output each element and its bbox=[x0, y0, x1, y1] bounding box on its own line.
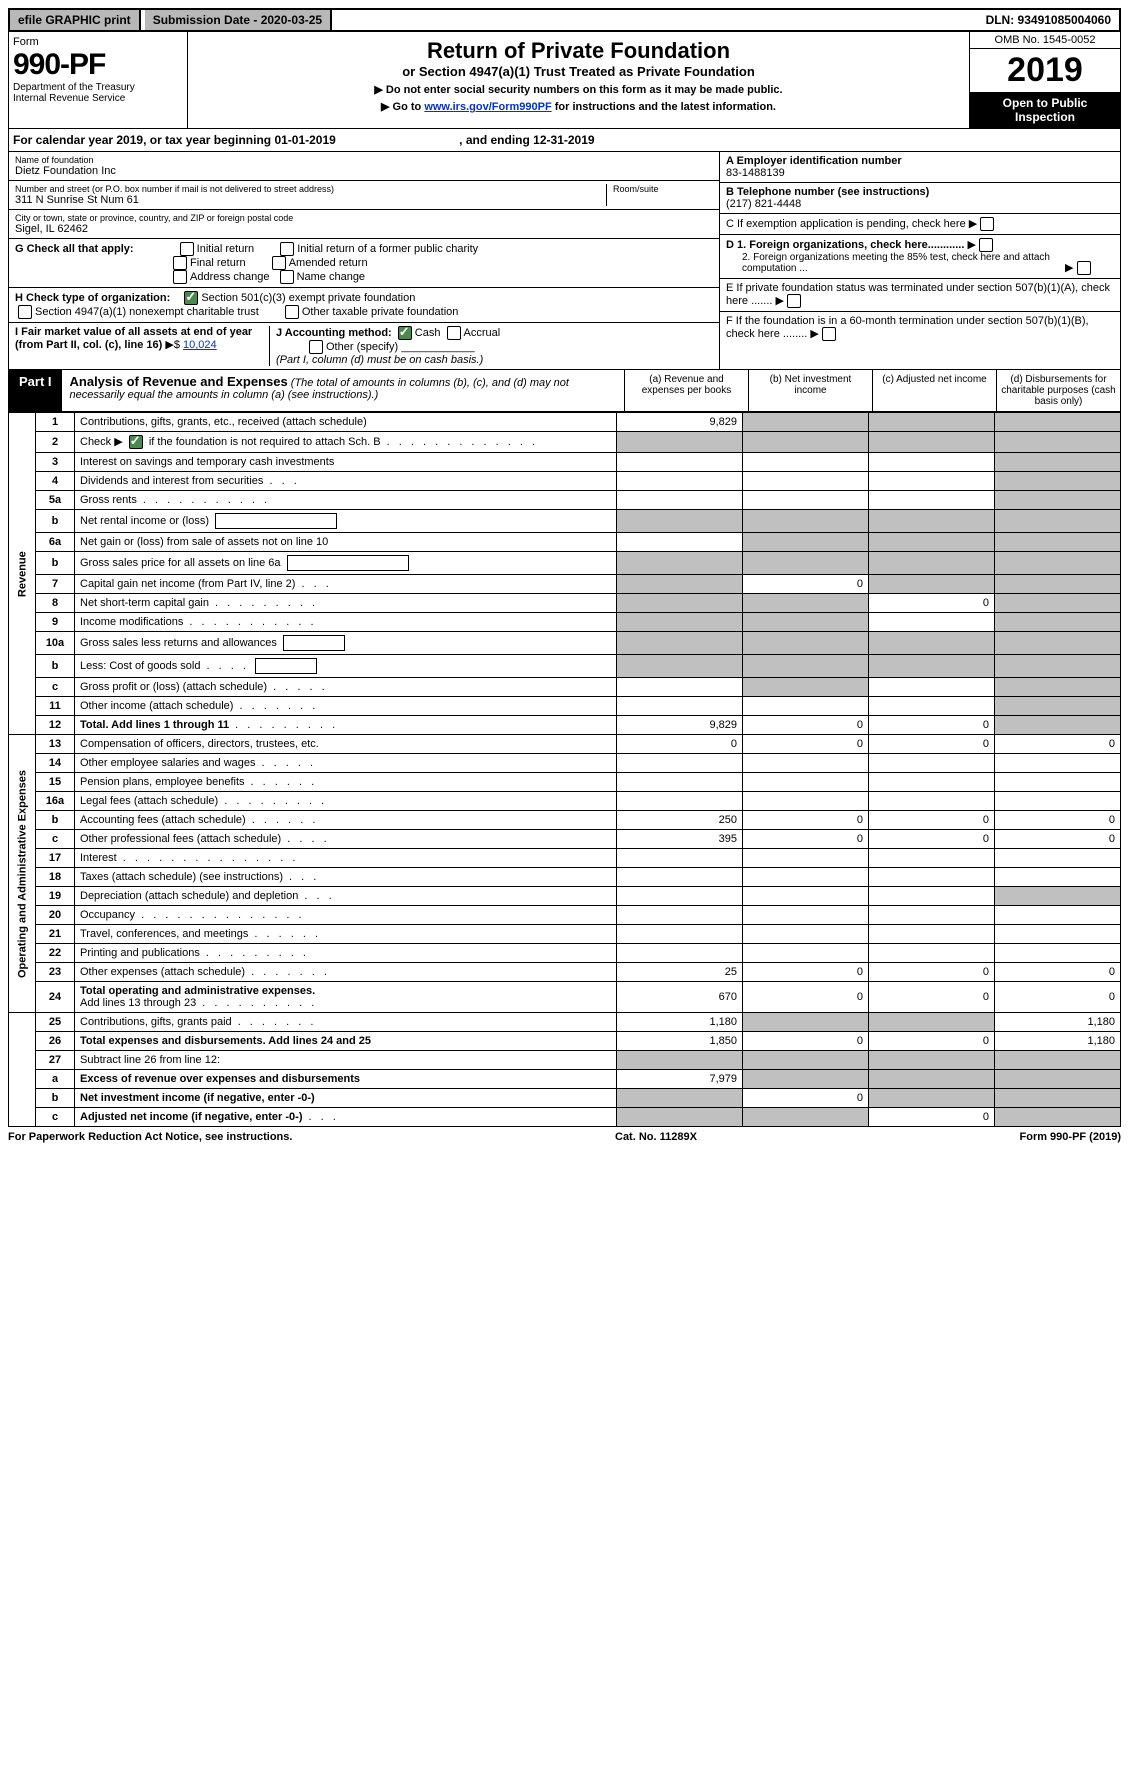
ck-amended[interactable] bbox=[272, 256, 286, 270]
form-title: Return of Private Foundation bbox=[194, 38, 963, 64]
ck-4947[interactable] bbox=[18, 305, 32, 319]
ck-initial[interactable] bbox=[180, 242, 194, 256]
ck-cash[interactable] bbox=[398, 326, 412, 340]
irs-link[interactable]: www.irs.gov/Form990PF bbox=[424, 101, 551, 113]
dln: DLN: 93491085004060 bbox=[978, 10, 1119, 30]
ck-c[interactable] bbox=[980, 217, 994, 231]
addr-label: Number and street (or P.O. box number if… bbox=[15, 184, 606, 194]
efile-print-btn[interactable]: efile GRAPHIC print bbox=[10, 10, 141, 30]
ck-address[interactable] bbox=[173, 270, 187, 284]
department: Department of the Treasury Internal Reve… bbox=[13, 82, 183, 104]
page-footer: For Paperwork Reduction Act Notice, see … bbox=[8, 1127, 1121, 1147]
section-ij: I Fair market value of all assets at end… bbox=[9, 323, 719, 369]
submission-date: Submission Date - 2020-03-25 bbox=[145, 10, 332, 30]
note-link: ▶ Go to www.irs.gov/Form990PF for instru… bbox=[194, 100, 963, 113]
part1-title: Analysis of Revenue and Expenses bbox=[70, 374, 288, 389]
form-ref: Form 990-PF (2019) bbox=[1020, 1131, 1121, 1143]
section-f: F If the foundation is in a 60-month ter… bbox=[720, 312, 1120, 344]
foundation-name: Dietz Foundation Inc bbox=[15, 165, 713, 177]
ck-d1[interactable] bbox=[979, 238, 993, 252]
city-label: City or town, state or province, country… bbox=[15, 213, 713, 223]
section-h: H Check type of organization: Section 50… bbox=[9, 288, 719, 323]
catalog-no: Cat. No. 11289X bbox=[615, 1131, 697, 1143]
part1-tab: Part I bbox=[9, 370, 62, 411]
form-number: 990-PF bbox=[13, 48, 183, 82]
col-b-hdr: (b) Net investment income bbox=[748, 370, 872, 411]
tel-label: B Telephone number (see instructions) bbox=[726, 186, 929, 198]
ck-f[interactable] bbox=[822, 327, 836, 341]
tel-value: (217) 821-4448 bbox=[726, 198, 801, 210]
room-label: Room/suite bbox=[613, 184, 713, 194]
section-c: C If exemption application is pending, c… bbox=[720, 214, 1120, 235]
part1-header: Part I Analysis of Revenue and Expenses … bbox=[8, 370, 1121, 412]
ck-other-method[interactable] bbox=[309, 340, 323, 354]
ck-e[interactable] bbox=[787, 294, 801, 308]
form-label: Form bbox=[13, 36, 183, 48]
calendar-year-row: For calendar year 2019, or tax year begi… bbox=[8, 129, 1121, 152]
ein-value: 83-1488139 bbox=[726, 167, 785, 179]
ck-schb[interactable] bbox=[129, 435, 143, 449]
tax-year: 2019 bbox=[970, 49, 1120, 92]
entity-info: Name of foundation Dietz Foundation Inc … bbox=[8, 152, 1121, 370]
note-ssn: ▶ Do not enter social security numbers o… bbox=[194, 83, 963, 96]
part1-table: Revenue 1Contributions, gifts, grants, e… bbox=[8, 412, 1121, 1127]
col-d-hdr: (d) Disbursements for charitable purpose… bbox=[996, 370, 1120, 411]
col-a-hdr: (a) Revenue and expenses per books bbox=[624, 370, 748, 411]
expenses-label: Operating and Administrative Expenses bbox=[9, 735, 36, 1013]
ck-name[interactable] bbox=[280, 270, 294, 284]
ck-initial-former[interactable] bbox=[280, 242, 294, 256]
section-g: G Check all that apply: Initial return I… bbox=[9, 239, 719, 288]
name-label: Name of foundation bbox=[15, 155, 713, 165]
ck-d2[interactable] bbox=[1077, 261, 1091, 275]
fmv-amount[interactable]: 10,024 bbox=[183, 339, 217, 351]
form-subtitle: or Section 4947(a)(1) Trust Treated as P… bbox=[194, 64, 963, 79]
street-address: 311 N Sunrise St Num 61 bbox=[15, 194, 606, 206]
omb-number: OMB No. 1545-0052 bbox=[970, 32, 1120, 49]
top-bar: efile GRAPHIC print Submission Date - 20… bbox=[8, 8, 1121, 32]
city-value: Sigel, IL 62462 bbox=[15, 223, 713, 235]
paperwork-notice: For Paperwork Reduction Act Notice, see … bbox=[8, 1131, 292, 1143]
open-public: Open to Public Inspection bbox=[970, 92, 1120, 128]
ein-label: A Employer identification number bbox=[726, 155, 902, 167]
form-header: Form 990-PF Department of the Treasury I… bbox=[8, 32, 1121, 129]
section-e: E If private foundation status was termi… bbox=[720, 279, 1120, 312]
col-c-hdr: (c) Adjusted net income bbox=[872, 370, 996, 411]
ck-final[interactable] bbox=[173, 256, 187, 270]
section-d: D 1. Foreign organizations, check here..… bbox=[720, 235, 1120, 279]
revenue-label: Revenue bbox=[9, 413, 36, 735]
ck-other-tax[interactable] bbox=[285, 305, 299, 319]
ck-accrual[interactable] bbox=[447, 326, 461, 340]
ck-501c3[interactable] bbox=[184, 291, 198, 305]
